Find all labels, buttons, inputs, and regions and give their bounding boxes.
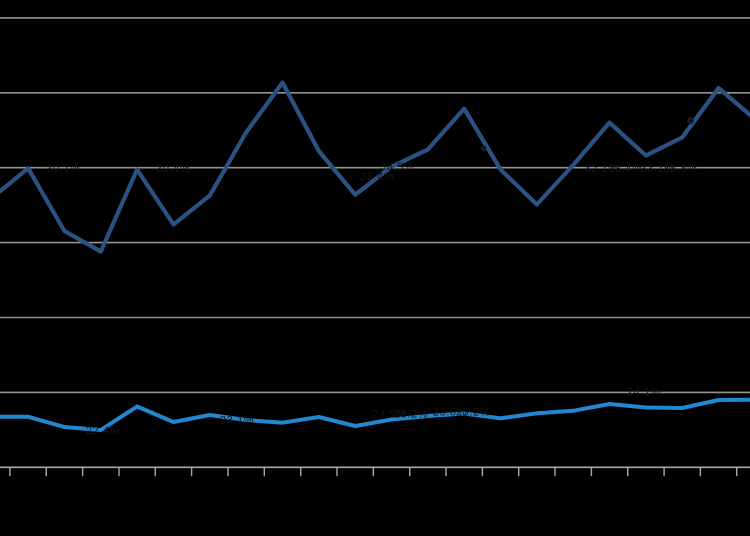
svg-text:23.1%: 23.1% [220,415,254,427]
svg-text:23.5%: 23.5% [372,409,406,421]
svg-text:33.5%: 33.5% [380,161,414,173]
svg-text:30.4%: 30.4% [156,163,190,175]
svg-text:33.4%: 33.4% [608,163,642,175]
svg-text:23.0%: 23.0% [433,407,467,419]
svg-text:24.1%: 24.1% [627,386,661,398]
svg-text:30.1%: 30.1% [46,163,80,175]
svg-text:33.4%: 33.4% [360,171,394,183]
svg-text:23.2%: 23.2% [394,409,428,421]
svg-text:22.4%: 22.4% [86,425,120,437]
svg-text:33.8%: 33.8% [663,163,697,175]
svg-text:33.1%: 33.1% [640,163,674,175]
svg-text:32.1%: 32.1% [584,163,618,175]
svg-text:23.2%: 23.2% [456,407,490,419]
